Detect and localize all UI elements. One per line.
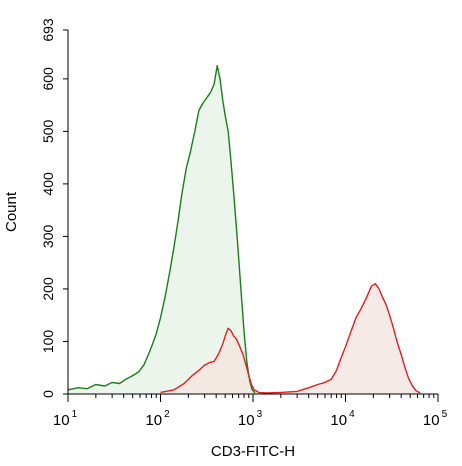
plot-area [67, 64, 421, 394]
x-axis-label: CD3-FITC-H [211, 443, 295, 460]
x-tick-label: 10 3 [238, 409, 263, 429]
series-2-fill [160, 283, 421, 394]
y-tick-label: 200 [40, 277, 56, 301]
y-tick-label: 600 [40, 67, 56, 91]
y-tick-label: 400 [40, 172, 56, 196]
x-tick-label: 10 4 [330, 409, 355, 429]
x-tick-label: 10 5 [423, 409, 448, 429]
y-axis-label: Count [3, 191, 20, 232]
y-tick-label: 100 [40, 330, 56, 354]
y-tick-label: 693 [40, 18, 56, 42]
y-tick-label: 0 [40, 390, 56, 398]
x-tick-label: 10 2 [145, 409, 170, 429]
y-axis-ticks: 0 100 200 300 400 500 600 693 [40, 18, 68, 398]
series-1-line [67, 64, 256, 394]
series-2-line [160, 283, 421, 394]
x-tick-label: 10 1 [53, 409, 78, 429]
series-1-fill [68, 65, 255, 394]
x-axis-ticks: 10 1 10 2 10 3 10 4 10 5 [53, 394, 448, 429]
y-tick-label: 500 [40, 119, 56, 143]
y-tick-label: 300 [40, 225, 56, 249]
